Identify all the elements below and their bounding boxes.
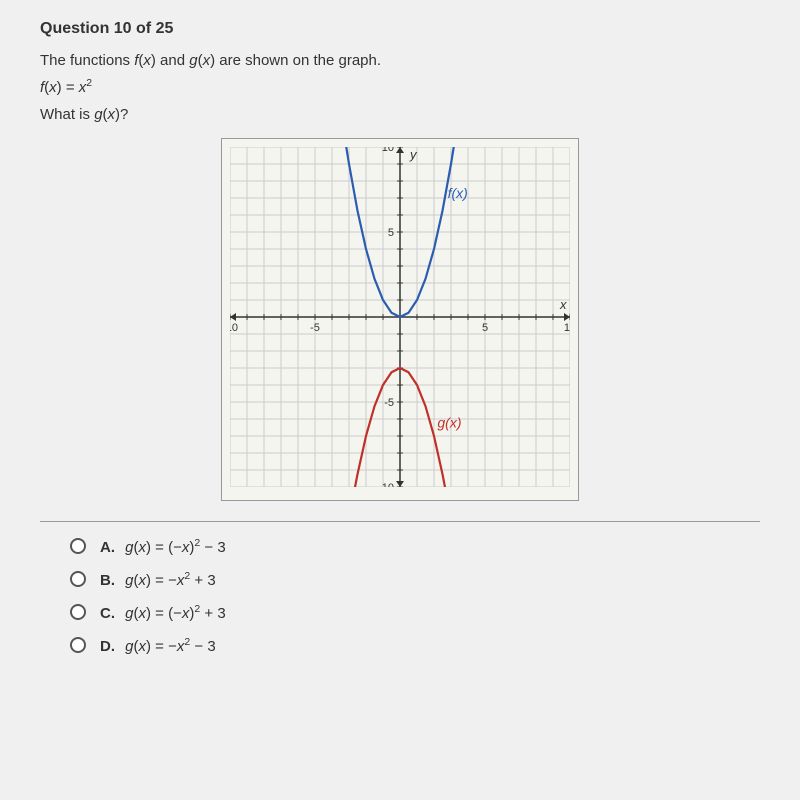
radio-icon[interactable]	[70, 637, 86, 653]
svg-text:10: 10	[564, 322, 570, 334]
svg-text:x: x	[559, 297, 567, 312]
option-b[interactable]: B. g(x) = −x2 + 3	[70, 570, 760, 589]
svg-text:f(x): f(x)	[448, 185, 468, 201]
option-d[interactable]: D. g(x) = −x2 − 3	[70, 636, 760, 655]
function-graph: -10-5510-10-5510xyf(x)g(x)	[230, 147, 570, 487]
divider	[40, 521, 760, 522]
radio-icon[interactable]	[70, 604, 86, 620]
question-header: Question 10 of 25	[40, 20, 760, 38]
option-c[interactable]: C. g(x) = (−x)2 + 3	[70, 603, 760, 622]
svg-text:g(x): g(x)	[437, 414, 461, 430]
svg-text:-10: -10	[378, 482, 394, 487]
radio-icon[interactable]	[70, 538, 86, 554]
svg-text:-5: -5	[310, 322, 320, 334]
svg-text:5: 5	[388, 227, 394, 239]
svg-text:5: 5	[482, 322, 488, 334]
svg-text:-10: -10	[230, 322, 238, 334]
svg-text:10: 10	[382, 147, 394, 154]
question-prompt: The functions f(x) and g(x) are shown on…	[40, 50, 760, 73]
svg-text:-5: -5	[384, 397, 394, 409]
graph-container: -10-5510-10-5510xyf(x)g(x)	[40, 138, 760, 501]
given-equation: f(x) = x2	[40, 77, 760, 96]
graph-box: -10-5510-10-5510xyf(x)g(x)	[221, 138, 579, 501]
radio-icon[interactable]	[70, 571, 86, 587]
sub-question: What is g(x)?	[40, 106, 760, 123]
option-a[interactable]: A. g(x) = (−x)2 − 3	[70, 537, 760, 556]
answer-options: A. g(x) = (−x)2 − 3 B. g(x) = −x2 + 3 C.…	[40, 537, 760, 655]
